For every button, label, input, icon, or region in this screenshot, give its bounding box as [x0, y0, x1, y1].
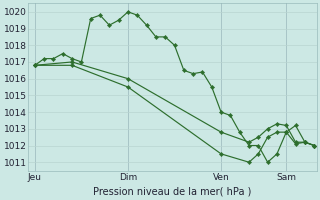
X-axis label: Pression niveau de la mer( hPa ): Pression niveau de la mer( hPa )	[93, 187, 252, 197]
